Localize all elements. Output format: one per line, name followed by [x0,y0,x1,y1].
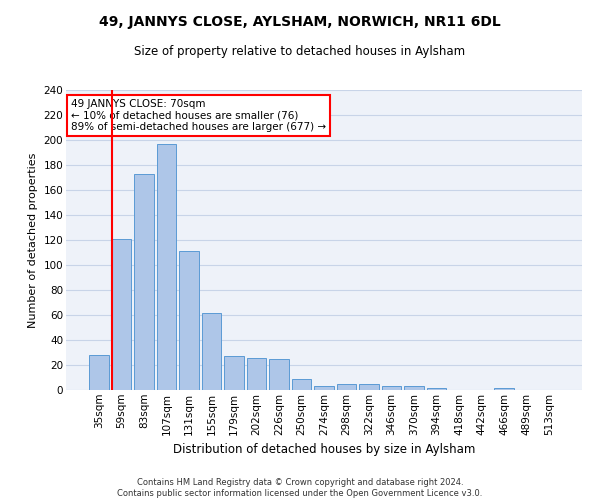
Bar [179,251,199,390]
Bar [427,388,446,390]
Bar [89,355,109,390]
Text: Size of property relative to detached houses in Aylsham: Size of property relative to detached ho… [134,45,466,58]
Bar [157,144,176,390]
Bar [202,312,221,390]
Bar [269,359,289,390]
Bar [224,356,244,390]
Bar [247,358,266,390]
Bar [134,174,154,390]
Text: Contains HM Land Registry data © Crown copyright and database right 2024.
Contai: Contains HM Land Registry data © Crown c… [118,478,482,498]
Bar [382,386,401,390]
Bar [494,388,514,390]
Bar [112,239,131,390]
Bar [337,384,356,390]
X-axis label: Distribution of detached houses by size in Aylsham: Distribution of detached houses by size … [173,443,475,456]
Text: 49, JANNYS CLOSE, AYLSHAM, NORWICH, NR11 6DL: 49, JANNYS CLOSE, AYLSHAM, NORWICH, NR11… [99,15,501,29]
Bar [359,384,379,390]
Bar [404,386,424,390]
Bar [314,386,334,390]
Bar [292,379,311,390]
Y-axis label: Number of detached properties: Number of detached properties [28,152,38,328]
Text: 49 JANNYS CLOSE: 70sqm
← 10% of detached houses are smaller (76)
89% of semi-det: 49 JANNYS CLOSE: 70sqm ← 10% of detached… [71,99,326,132]
